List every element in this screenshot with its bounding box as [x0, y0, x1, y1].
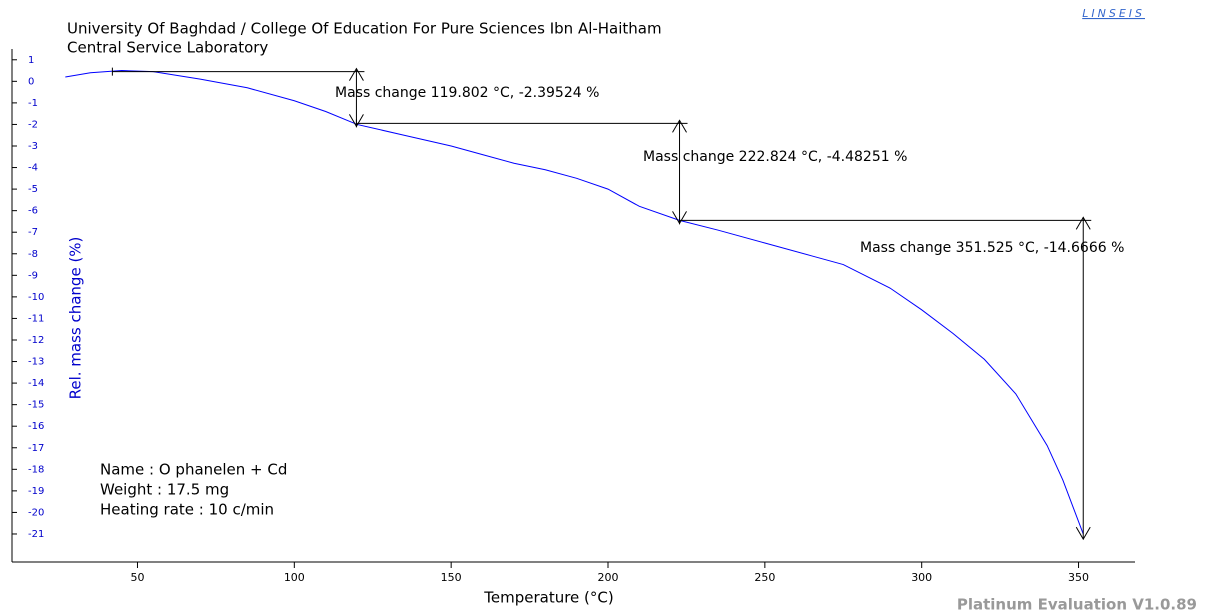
- y-tick-label: -3: [28, 141, 38, 152]
- y-tick-label: -7: [28, 227, 38, 238]
- step-label: Mass change 351.525 °C, -14.6666 %: [860, 240, 1124, 256]
- y-tick-label: -8: [28, 249, 38, 260]
- y-tick-label: -6: [28, 206, 38, 217]
- y-tick-label: -18: [28, 464, 44, 475]
- y-tick-label: -11: [28, 313, 44, 324]
- arrow-head: [672, 119, 687, 133]
- arrow-head: [1075, 216, 1091, 230]
- y-tick-label: -17: [28, 443, 44, 454]
- y-tick-label: -14: [28, 378, 44, 389]
- step-label: Mass change 222.824 °C, -4.48251 %: [643, 149, 907, 165]
- chart-title: University Of Baghdad / College Of Educa…: [67, 20, 662, 38]
- y-axis-label: Rel. mass change (%): [67, 237, 85, 400]
- info-line: Weight : 17.5 mg: [100, 481, 229, 499]
- info-line: Heating rate : 10 c/min: [100, 501, 274, 519]
- y-tick-label: -9: [28, 270, 38, 281]
- arrow-head: [348, 67, 364, 81]
- y-tick-label: -2: [28, 119, 38, 130]
- chart-subtitle: Central Service Laboratory: [67, 39, 268, 57]
- x-tick-label: 100: [284, 571, 305, 584]
- x-tick-label: 300: [911, 571, 932, 584]
- x-tick-label: 250: [754, 571, 775, 584]
- info-line: Name : O phanelen + Cd: [100, 461, 287, 479]
- y-tick-label: -15: [28, 400, 44, 411]
- y-tick-label: -4: [28, 163, 38, 174]
- x-tick-label: 150: [441, 571, 462, 584]
- y-tick-label: -16: [28, 421, 44, 432]
- footer: Platinum Evaluation V1.0.89: [957, 596, 1197, 614]
- step-label: Mass change 119.802 °C, -2.39524 %: [335, 85, 599, 101]
- y-tick-label: -5: [28, 184, 38, 195]
- y-tick-label: 0: [28, 76, 34, 87]
- y-tick-label: -20: [28, 507, 44, 518]
- y-tick-label: -1: [28, 98, 38, 109]
- y-tick-label: -12: [28, 335, 44, 346]
- x-tick-label: 200: [598, 571, 619, 584]
- arrow-head: [1075, 526, 1091, 541]
- data-line: [65, 70, 1084, 535]
- x-axis-label: Temperature (°C): [483, 589, 613, 607]
- y-tick-label: -10: [28, 292, 44, 303]
- x-tick-label: 50: [130, 571, 144, 584]
- x-tick-label: 350: [1068, 571, 1089, 584]
- y-tick-label: -13: [28, 357, 44, 368]
- logo: LINSEIS: [1082, 7, 1145, 20]
- y-tick-label: -19: [28, 486, 44, 497]
- y-tick-label: -21: [28, 529, 44, 540]
- y-tick-label: 1: [28, 55, 34, 66]
